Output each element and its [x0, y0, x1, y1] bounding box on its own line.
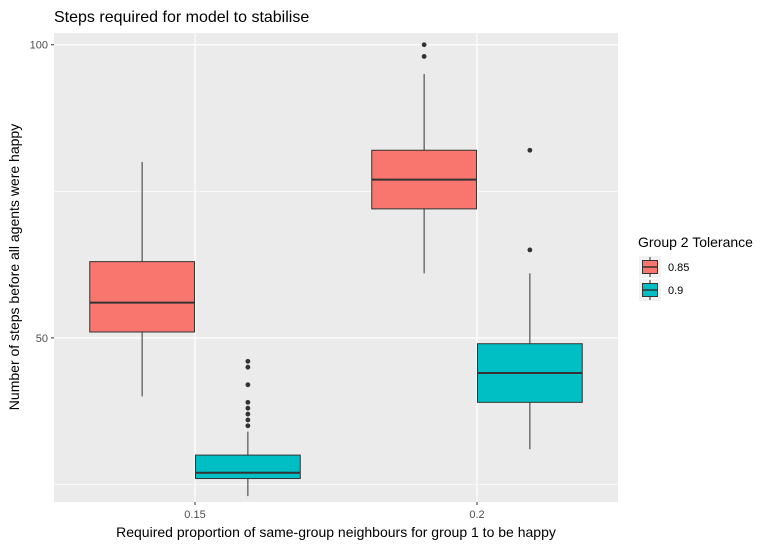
outlier-point — [245, 364, 251, 370]
outlier-point — [245, 399, 251, 405]
box-0.85-0.15 — [89, 161, 195, 397]
x-tick-label: 0.15 — [184, 509, 205, 521]
legend-label: 0.85 — [668, 262, 689, 274]
y-tick-label: 100 — [30, 40, 48, 52]
outlier-point — [421, 54, 427, 59]
box-0.9-0.15 — [195, 358, 301, 497]
x-axis: 0.15 0.2 — [184, 502, 485, 521]
box-rect — [195, 454, 301, 480]
legend-item-0.9: 0.9 — [639, 279, 683, 301]
outlier-point — [245, 423, 251, 429]
gridlines — [54, 33, 618, 502]
legend-title: Group 2 Tolerance — [638, 234, 753, 250]
outlier-point — [245, 358, 251, 364]
y-axis: 50 100 — [30, 40, 54, 345]
outlier-point — [245, 411, 251, 417]
outlier-point — [527, 147, 533, 153]
box-series — [89, 42, 583, 497]
legend-label: 0.9 — [668, 285, 683, 297]
legend: Group 2 Tolerance 0.85 0.9 — [638, 234, 753, 301]
legend-item-0.85: 0.85 — [639, 256, 689, 278]
y-axis-title: Number of steps before all agents were h… — [6, 124, 22, 410]
x-tick-label: 0.2 — [469, 509, 484, 521]
outlier-point — [527, 247, 533, 253]
box-0.85-0.2 — [371, 42, 477, 274]
outlier-point — [245, 382, 251, 388]
outlier-point — [421, 42, 427, 48]
outlier-point — [245, 405, 251, 411]
x-axis-title: Required proportion of same-group neighb… — [116, 524, 556, 540]
box-0.9-0.2 — [477, 147, 583, 450]
y-tick-label: 50 — [36, 333, 48, 345]
outlier-point — [245, 417, 251, 423]
chart-title: Steps required for model to stabilise — [54, 9, 309, 26]
box-rect — [89, 261, 195, 333]
